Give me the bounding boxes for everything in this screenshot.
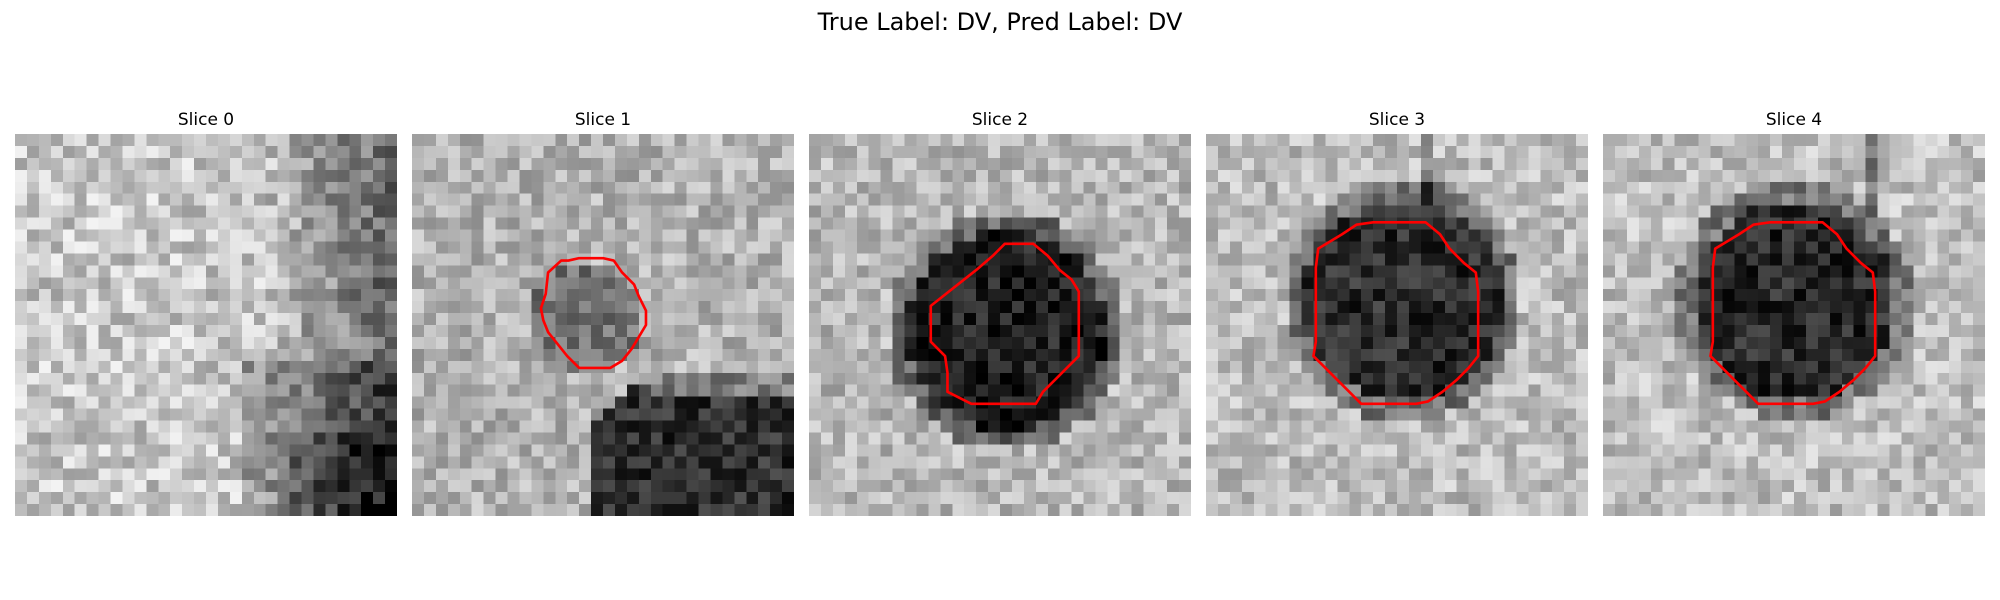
slice-2-title: Slice 2 <box>971 110 1029 130</box>
slice-1-image <box>412 134 794 516</box>
slice-0-image <box>15 134 397 516</box>
slice-3-title: Slice 3 <box>1368 110 1426 130</box>
slice-3-image <box>1206 134 1588 516</box>
slice-1-title: Slice 1 <box>574 110 632 130</box>
slice-0-title: Slice 0 <box>177 110 235 130</box>
segmentation-contour <box>1312 221 1480 406</box>
figure-title: True Label: DV, Pred Label: DV <box>817 8 1183 36</box>
segmentation-contour <box>539 256 648 370</box>
slice-4-title: Slice 4 <box>1765 110 1823 130</box>
slice-4-image <box>1603 134 1985 516</box>
segmentation-contour <box>1709 221 1877 406</box>
segmentation-contour <box>929 242 1081 406</box>
slice-2-image <box>809 134 1191 516</box>
